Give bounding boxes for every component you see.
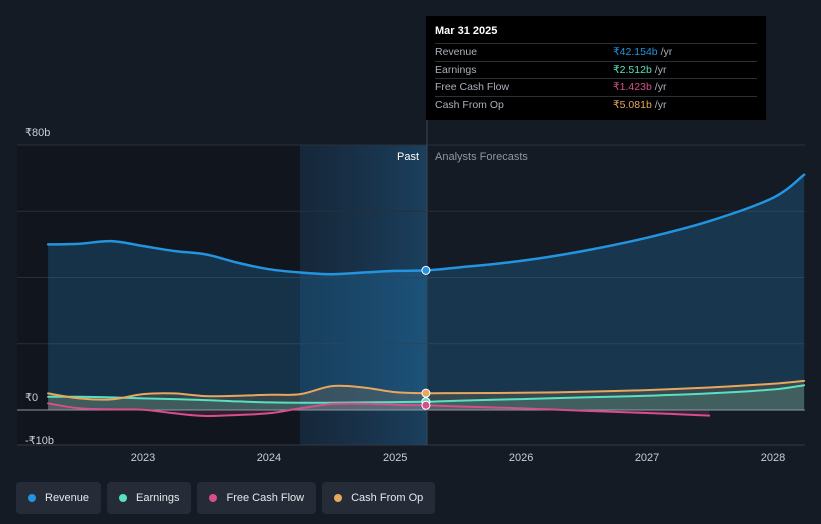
tooltip-value: ₹42.154b [613,46,658,58]
legend-item-earnings[interactable]: Earnings [107,482,192,514]
tooltip-label: Earnings [435,63,477,76]
legend: Revenue Earnings Free Cash Flow Cash Fro… [16,482,436,514]
tooltip-date: Mar 31 2025 [435,25,498,37]
chart: Past Analysts Forecasts ₹80b ₹0 -₹10b 2023… [17,120,806,464]
tooltip-value: ₹5.081b [613,98,652,111]
revenue-area [48,174,805,410]
tooltip-row-cash-from-op: Cash From Op ₹5.081b /yr [435,95,757,114]
legend-label: Earnings [136,492,180,504]
tooltip-row-earnings: Earnings ₹2.512b /yr [435,60,757,79]
cash-from-op-line [47,379,806,401]
tooltip-value: ₹2.512b [613,63,652,76]
legend-label: Free Cash Flow [226,492,305,504]
free-cash-flow-line [47,402,711,418]
free-cash-flow-marker [421,400,431,410]
tooltip-value: ₹1.423b [613,81,652,93]
tooltip-unit: /yr [654,98,667,111]
tooltip-unit: /yr [654,81,667,93]
x-tick-label: 2026 [509,452,533,464]
legend-dot-icon [334,494,343,502]
earnings-area [48,385,805,410]
tooltip-unit: /yr [660,46,673,58]
y-tick-label: ₹80b [25,127,50,139]
tooltip-row-revenue: Revenue ₹42.154b /yr [435,43,757,61]
y-tick-label: ₹0 [25,392,38,404]
revenue-line [46,173,806,276]
x-tick-label: 2028 [761,452,785,464]
tooltip-label: Free Cash Flow [435,81,510,93]
tooltip-label: Cash From Op [435,98,504,111]
x-tick-label: 2027 [635,452,659,464]
highlight-region [300,145,427,445]
tooltip-unit: /yr [654,63,667,76]
x-tick-label: 2023 [131,452,155,464]
tooltip-row-free-cash-flow: Free Cash Flow ₹1.423b /yr [435,78,757,96]
past-label: Past [397,151,419,163]
revenue-marker [421,265,431,275]
legend-label: Revenue [45,492,90,504]
forecast-label: Analysts Forecasts [435,151,528,163]
legend-label: Cash From Op [351,492,424,504]
tooltip: Mar 31 2025 Revenue ₹42.154b /yr Earning… [426,16,766,120]
x-tick-label: 2025 [383,452,407,464]
x-tick-label: 2024 [257,452,281,464]
legend-item-cash-from-op[interactable]: Cash From Op [322,482,436,514]
legend-dot-icon [119,494,128,502]
tooltip-label: Revenue [435,46,478,58]
legend-item-revenue[interactable]: Revenue [16,482,102,514]
free-cash-flow-area [48,403,710,417]
legend-dot-icon [209,494,218,502]
legend-item-free-cash-flow[interactable]: Free Cash Flow [197,482,317,514]
y-tick-label: -₹10b [25,435,54,447]
legend-dot-icon [28,494,36,502]
cash-from-op-marker [421,388,431,398]
